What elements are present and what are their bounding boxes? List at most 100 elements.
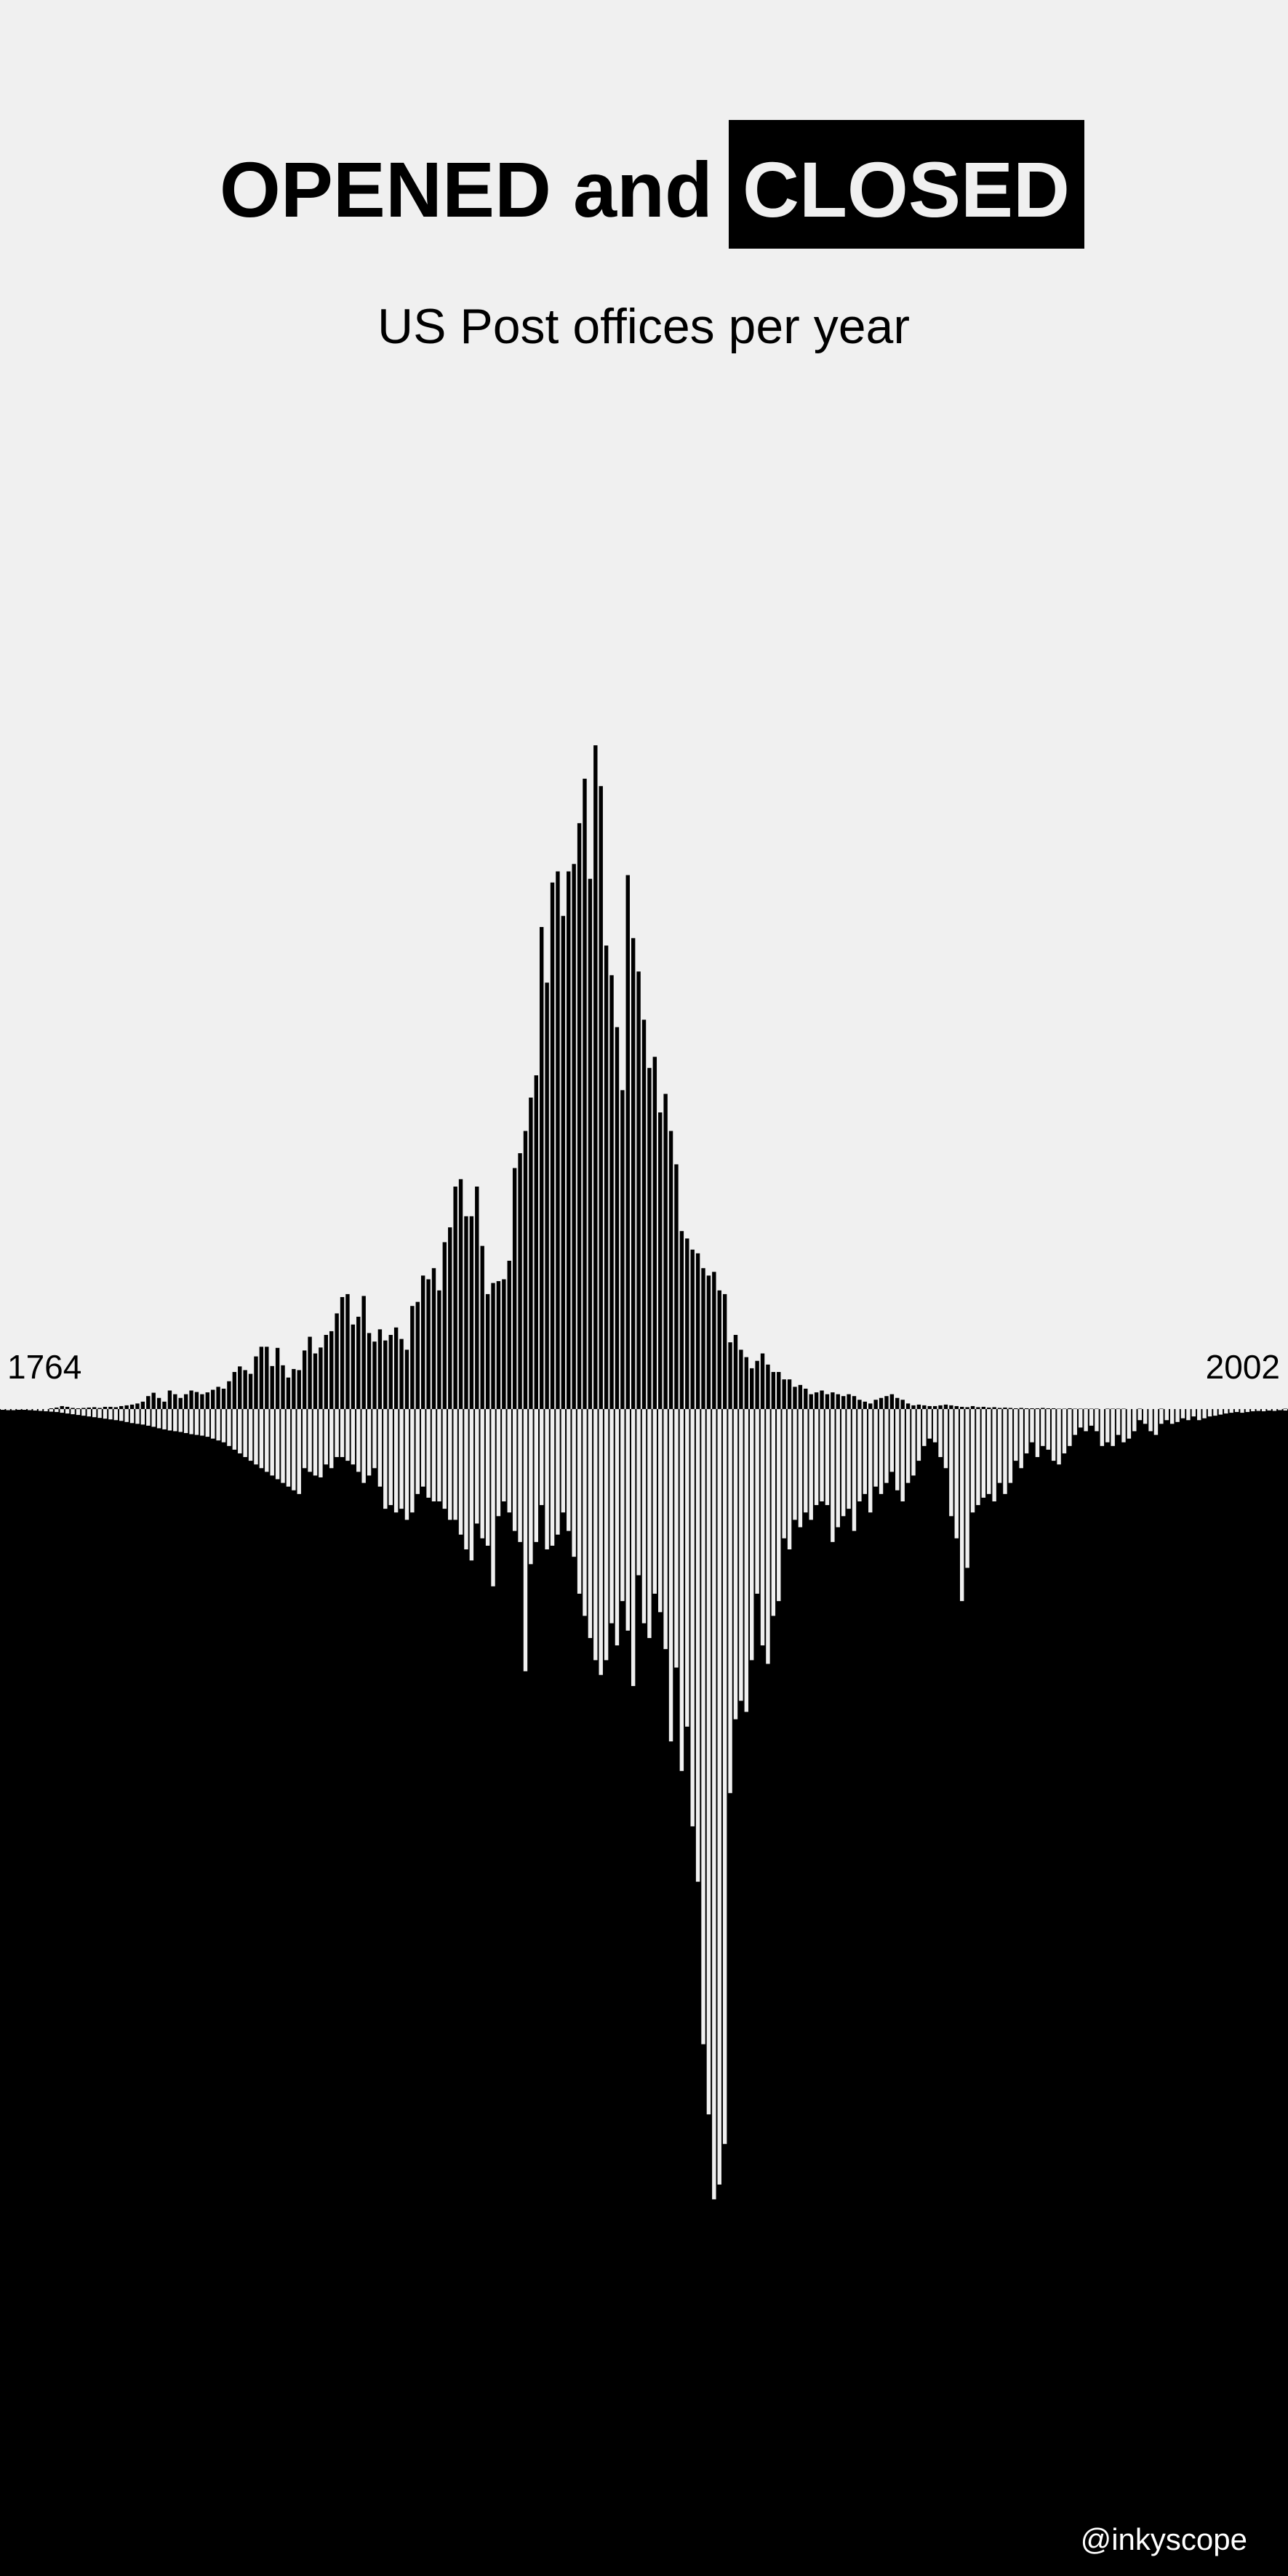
opened-bar [404,1349,409,1409]
opened-bar [1089,1408,1094,1409]
closed-bar [1132,1409,1137,1432]
opened-bar [814,1392,819,1409]
closed-bar [927,1409,932,1439]
closed-bar [900,1409,905,1501]
opened-bar [1008,1408,1013,1409]
closed-bar [281,1409,285,1483]
opened-bar [135,1403,140,1409]
closed-bar [502,1409,506,1501]
closed-bar [1251,1409,1255,1412]
opened-bar [1003,1407,1007,1409]
opened-bar [302,1350,307,1409]
closed-bar [129,1409,135,1424]
closed-bar [28,1409,32,1411]
closed-bar [87,1409,91,1417]
opened-bar [965,1407,969,1409]
closed-bar [1084,1409,1088,1432]
closed-bar [431,1409,436,1501]
closed-bar [1105,1409,1110,1443]
opened-bar [766,1364,770,1409]
opened-bar [345,1293,350,1409]
opened-bar [954,1405,959,1409]
opened-bar [804,1388,808,1409]
opened-bar [485,1293,490,1409]
opened-bar [750,1368,754,1409]
opened-bar [329,1331,334,1409]
closed-bar [733,1409,738,1720]
closed-bar [55,1409,59,1413]
opened-bar [1079,1408,1083,1409]
closed-bar [124,1409,129,1422]
closed-bar [335,1409,339,1458]
closed-bar [162,1409,167,1429]
opened-bar [238,1366,242,1409]
opened-bar [313,1353,318,1409]
closed-bar [313,1409,318,1476]
closed-bar [259,1409,264,1469]
closed-bar [873,1409,878,1487]
opened-bar [129,1404,135,1409]
closed-bar [534,1409,538,1542]
closed-bar [760,1409,765,1646]
closed-bar [750,1409,754,1661]
opened-bar [1095,1408,1099,1409]
closed-bar [275,1409,280,1480]
closed-bar [76,1409,81,1416]
opened-bar [49,1408,54,1409]
closed-bar [604,1409,609,1661]
closed-bar [1,1409,5,1411]
closed-bar [609,1409,614,1624]
opened-bar [652,1056,657,1409]
closed-bar [722,1409,727,2144]
opened-bar [572,864,576,1409]
opened-bar [308,1336,312,1409]
opened-bar [1014,1408,1018,1409]
opened-bar [852,1396,857,1409]
closed-bar [685,1409,689,1727]
closed-bar [113,1409,119,1421]
closed-bar [706,1409,711,2115]
opened-bar [970,1405,975,1409]
closed-bar [167,1409,172,1431]
opened-bar [286,1377,291,1409]
closed-bar [458,1409,463,1535]
opened-bar [448,1227,452,1409]
closed-bar [1202,1409,1207,1419]
opened-bar [507,1261,511,1409]
opened-bar [281,1365,285,1409]
closed-bar [469,1409,474,1561]
opened-bar [351,1324,356,1409]
closed-bar [625,1409,630,1631]
closed-bar [1008,1409,1013,1483]
closed-bar [189,1409,193,1435]
closed-bar [151,1409,156,1427]
opened-bar [620,1090,625,1409]
closed-bar [981,1409,986,1498]
closed-bar [1100,1409,1105,1446]
closed-bar [448,1409,452,1520]
opened-bar [383,1340,388,1409]
closed-bar [178,1409,183,1432]
closed-bar [135,1409,140,1424]
closed-bar [345,1409,350,1461]
closed-bar [415,1409,420,1494]
closed-bar [954,1409,959,1538]
opened-bar [87,1407,91,1409]
closed-bar [464,1409,468,1549]
opened-bar [469,1216,474,1409]
opened-bar [857,1400,862,1409]
closed-bar [65,1409,70,1414]
opened-bar [227,1381,231,1409]
closed-bar [393,1409,399,1513]
closed-bar [1111,1409,1115,1446]
closed-bar [863,1409,868,1494]
closed-bar [1079,1409,1083,1428]
opened-bar [1137,1408,1142,1409]
closed-bar [1143,1409,1148,1424]
closed-bar [1267,1409,1271,1411]
closed-bar [243,1409,247,1458]
closed-bar [1062,1409,1067,1453]
opened-bar [361,1296,366,1409]
closed-bar [905,1409,911,1483]
